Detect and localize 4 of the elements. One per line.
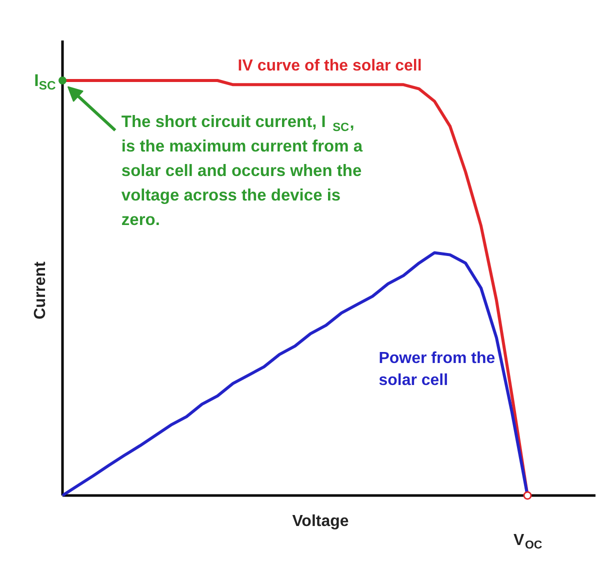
series-label: IV curve of the solar cell <box>238 57 422 74</box>
y-axis-title: Current <box>32 260 49 320</box>
series-label: Power from the solar cell <box>378 350 496 390</box>
x-axis-title: Voltage <box>292 513 349 530</box>
